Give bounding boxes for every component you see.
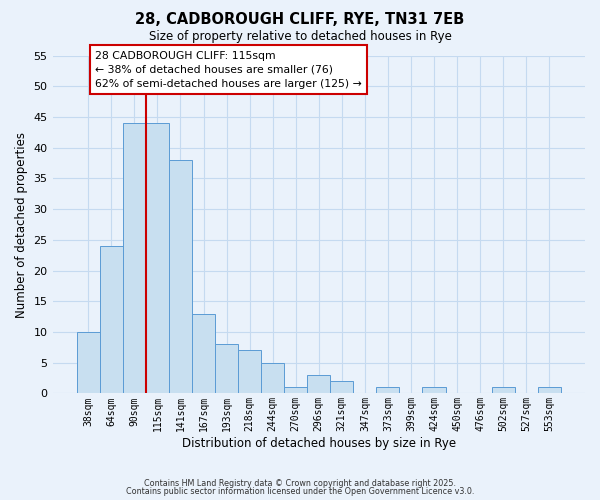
- Text: Size of property relative to detached houses in Rye: Size of property relative to detached ho…: [149, 30, 451, 43]
- Bar: [261, 362, 284, 394]
- Bar: [307, 375, 330, 394]
- Bar: [215, 344, 238, 394]
- Bar: [123, 123, 146, 394]
- Bar: [100, 246, 123, 394]
- Bar: [238, 350, 261, 394]
- Bar: [491, 388, 515, 394]
- Bar: [538, 388, 561, 394]
- Bar: [146, 123, 169, 394]
- X-axis label: Distribution of detached houses by size in Rye: Distribution of detached houses by size …: [182, 437, 456, 450]
- Bar: [192, 314, 215, 394]
- Text: 28 CADBOROUGH CLIFF: 115sqm
← 38% of detached houses are smaller (76)
62% of sem: 28 CADBOROUGH CLIFF: 115sqm ← 38% of det…: [95, 50, 362, 88]
- Text: Contains HM Land Registry data © Crown copyright and database right 2025.: Contains HM Land Registry data © Crown c…: [144, 478, 456, 488]
- Bar: [376, 388, 400, 394]
- Bar: [330, 381, 353, 394]
- Y-axis label: Number of detached properties: Number of detached properties: [15, 132, 28, 318]
- Text: Contains public sector information licensed under the Open Government Licence v3: Contains public sector information licen…: [126, 487, 474, 496]
- Bar: [169, 160, 192, 394]
- Bar: [284, 388, 307, 394]
- Bar: [77, 332, 100, 394]
- Bar: [422, 388, 446, 394]
- Text: 28, CADBOROUGH CLIFF, RYE, TN31 7EB: 28, CADBOROUGH CLIFF, RYE, TN31 7EB: [136, 12, 464, 28]
